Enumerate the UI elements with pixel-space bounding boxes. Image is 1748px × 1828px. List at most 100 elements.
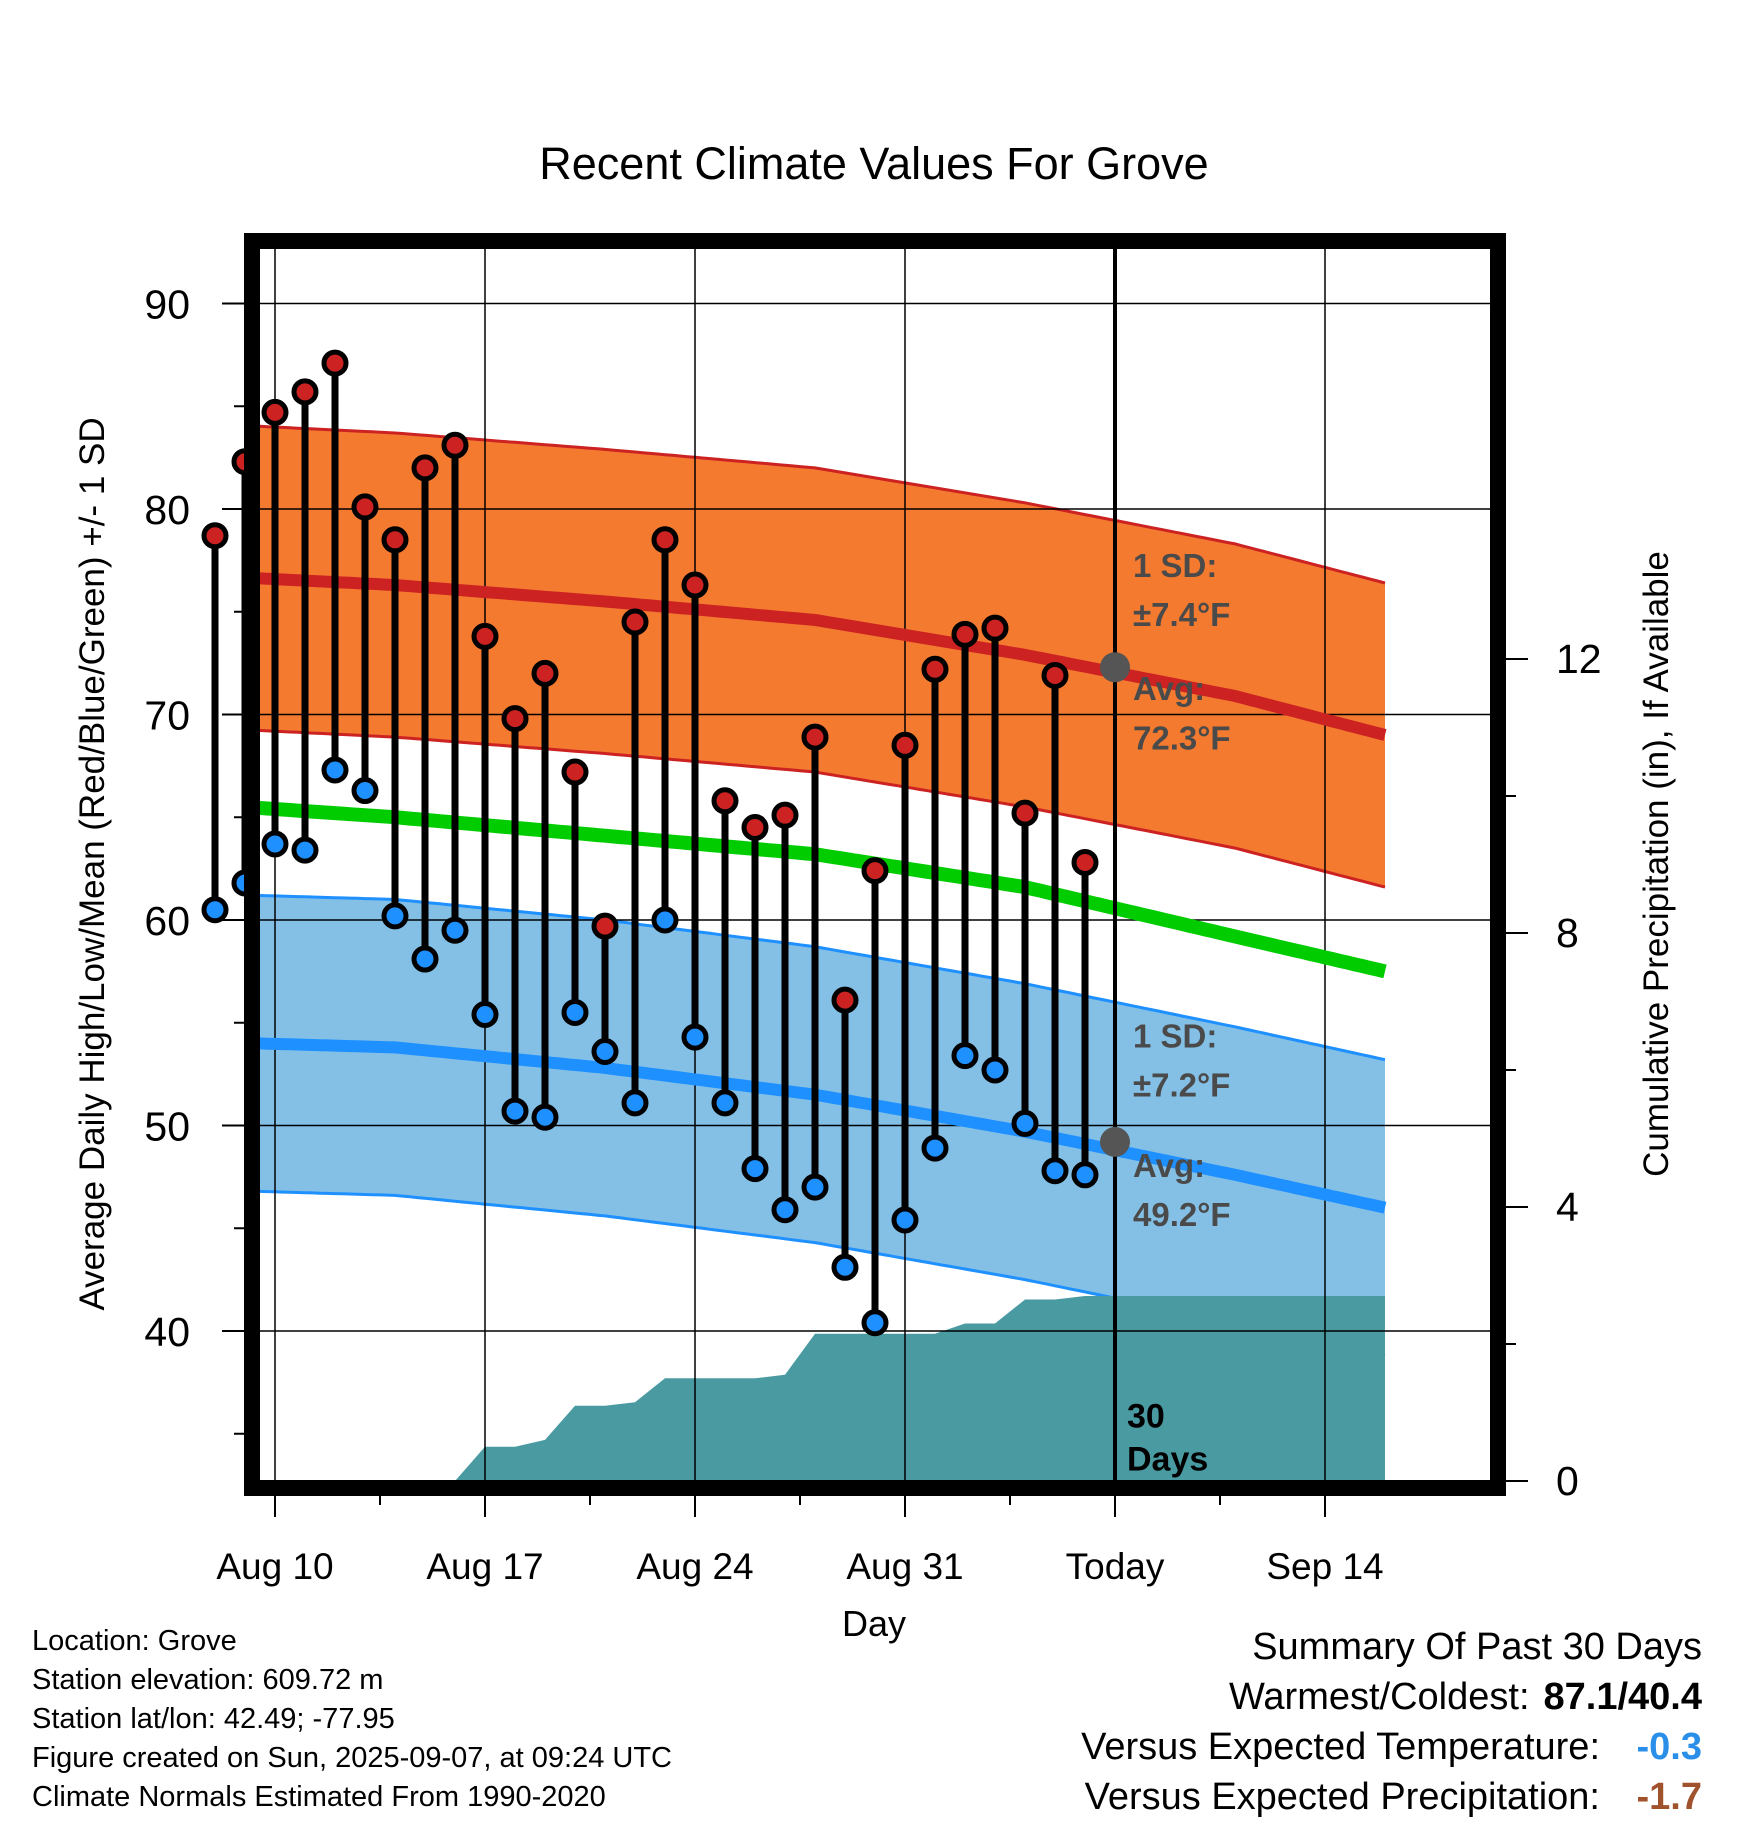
x-tick-label: Today bbox=[1066, 1546, 1165, 1587]
daily-low-point bbox=[351, 777, 379, 805]
daily-low-point bbox=[201, 896, 229, 924]
daily-low-point bbox=[261, 830, 289, 858]
daily-high-point bbox=[921, 655, 949, 683]
warm-cold-value: 87.1/40.4 bbox=[1543, 1676, 1702, 1718]
low-avg-label: Avg: bbox=[1133, 1147, 1205, 1184]
daily-low-point bbox=[801, 1173, 829, 1201]
summary-panel: Summary Of Past 30 Days Warmest/Coldest:… bbox=[1081, 1622, 1702, 1822]
warm-cold-label: Warmest/Coldest: bbox=[1228, 1676, 1530, 1718]
daily-high-point bbox=[1011, 799, 1039, 827]
daily-low-point bbox=[831, 1253, 859, 1281]
daily-high-point bbox=[771, 801, 799, 829]
normals-text: Climate Normals Estimated From 1990-2020 bbox=[32, 1781, 606, 1813]
high-avg-label: Avg: bbox=[1133, 670, 1205, 707]
y2-tick-label: 12 bbox=[1556, 636, 1602, 682]
high-sd-value: ±7.4°F bbox=[1133, 596, 1230, 633]
y-tick-label: 60 bbox=[144, 898, 190, 944]
daily-low-point bbox=[861, 1309, 889, 1337]
daily-low-point bbox=[411, 945, 439, 973]
daily-high-point bbox=[861, 857, 889, 885]
daily-low-point bbox=[471, 1001, 499, 1029]
summary-temp-row: Versus Expected Temperature: -0.3 bbox=[1081, 1722, 1702, 1772]
daily-low-point bbox=[321, 756, 349, 784]
y-tick-label: 70 bbox=[144, 692, 190, 738]
daily-low-point bbox=[621, 1089, 649, 1117]
daily-high-point bbox=[681, 571, 709, 599]
y-tick-label: 50 bbox=[144, 1103, 190, 1149]
daily-high-point bbox=[291, 378, 319, 406]
x-tick-label: Aug 10 bbox=[216, 1546, 333, 1587]
station-info: Location: Grove Station elevation: 609.7… bbox=[32, 1622, 672, 1817]
daily-high-point bbox=[381, 526, 409, 554]
daily-high-point bbox=[801, 723, 829, 751]
daily-high-point bbox=[261, 398, 289, 426]
x-tick-label: Aug 24 bbox=[636, 1546, 753, 1587]
daily-low-point bbox=[561, 998, 589, 1026]
high-avg-value: 72.3°F bbox=[1133, 719, 1231, 756]
daily-high-point bbox=[411, 454, 439, 482]
plot-area: 1 SD: ±7.4°F Avg: 72.3°F 1 SD: ±7.2°F Avg: 49.2… bbox=[144, 233, 1602, 1587]
daily-high-point bbox=[981, 614, 1009, 642]
daily-low-point bbox=[441, 916, 469, 944]
today-high-avg-marker bbox=[1100, 652, 1130, 683]
daily-high-point bbox=[951, 620, 979, 648]
daily-high-point bbox=[351, 493, 379, 521]
daily-low-point bbox=[681, 1023, 709, 1051]
daily-high-point bbox=[831, 986, 859, 1014]
daily-low-point bbox=[291, 836, 319, 864]
daily-low-point bbox=[921, 1134, 949, 1162]
low-avg-value: 49.2°F bbox=[1133, 1196, 1231, 1233]
daily-high-point bbox=[501, 705, 529, 733]
temp-diff-value: -0.3 bbox=[1636, 1726, 1702, 1768]
daily-high-point bbox=[561, 758, 589, 786]
high-sd-lower-line bbox=[260, 728, 1386, 889]
daily-high-point bbox=[1071, 848, 1099, 876]
daily-low-point bbox=[1071, 1161, 1099, 1189]
daily-high-point bbox=[471, 622, 499, 650]
daily-high-point bbox=[441, 431, 469, 459]
daily-high-point bbox=[321, 349, 349, 377]
daily-low-point bbox=[501, 1097, 529, 1125]
high-sd-label: 1 SD: bbox=[1133, 547, 1217, 584]
daily-low-point bbox=[711, 1089, 739, 1117]
daily-low-point bbox=[891, 1206, 919, 1234]
y2-tick-label: 4 bbox=[1556, 1184, 1579, 1230]
daily-low-point bbox=[1041, 1157, 1069, 1185]
daily-low-point bbox=[771, 1196, 799, 1224]
x-tick-label: Aug 31 bbox=[846, 1546, 963, 1587]
created-text: Figure created on Sun, 2025-09-07, at 09… bbox=[32, 1742, 672, 1774]
daily-low-point bbox=[381, 902, 409, 930]
x-tick-label: Sep 14 bbox=[1266, 1546, 1383, 1587]
location-text: Location: Grove bbox=[32, 1625, 237, 1657]
period-label-number: 30 bbox=[1127, 1398, 1165, 1436]
x-axis-label: Day bbox=[842, 1603, 906, 1644]
cumulative-precip-area bbox=[260, 1296, 1385, 1481]
summary-precip-row: Versus Expected Precipitation: -1.7 bbox=[1081, 1772, 1702, 1822]
y-tick-label: 90 bbox=[144, 281, 190, 327]
y-axis-label: Average Daily High/Low/Mean (Red/Blue/Gr… bbox=[73, 417, 112, 1310]
daily-low-point bbox=[1011, 1109, 1039, 1137]
daily-low-point bbox=[741, 1155, 769, 1183]
daily-high-point bbox=[621, 608, 649, 636]
normal-high-line bbox=[260, 572, 1387, 741]
summary-title: Summary Of Past 30 Days bbox=[1252, 1626, 1702, 1668]
high-sd-band bbox=[260, 426, 1385, 888]
x-tick-label: Aug 17 bbox=[426, 1546, 543, 1587]
daily-observations bbox=[201, 349, 1099, 1337]
daily-high-point bbox=[201, 522, 229, 550]
y2-axis-label: Cumulative Precipitation (in), If Availa… bbox=[1637, 551, 1676, 1177]
temp-diff-label: Versus Expected Temperature: bbox=[1081, 1726, 1600, 1768]
daily-low-point bbox=[951, 1042, 979, 1070]
today-low-avg-marker bbox=[1100, 1126, 1130, 1157]
y-tick-label: 80 bbox=[144, 487, 190, 533]
y2-tick-label: 8 bbox=[1556, 910, 1579, 956]
y-tick-label: 40 bbox=[144, 1309, 190, 1355]
latlon-text: Station lat/lon: 42.49; -77.95 bbox=[32, 1703, 395, 1735]
daily-high-point bbox=[1041, 661, 1069, 689]
daily-high-point bbox=[891, 731, 919, 759]
precip-diff-value: -1.7 bbox=[1636, 1776, 1702, 1818]
daily-low-point bbox=[591, 1038, 619, 1066]
high-sd-upper-line bbox=[260, 424, 1386, 585]
precip-diff-label: Versus Expected Precipitation: bbox=[1084, 1776, 1600, 1818]
